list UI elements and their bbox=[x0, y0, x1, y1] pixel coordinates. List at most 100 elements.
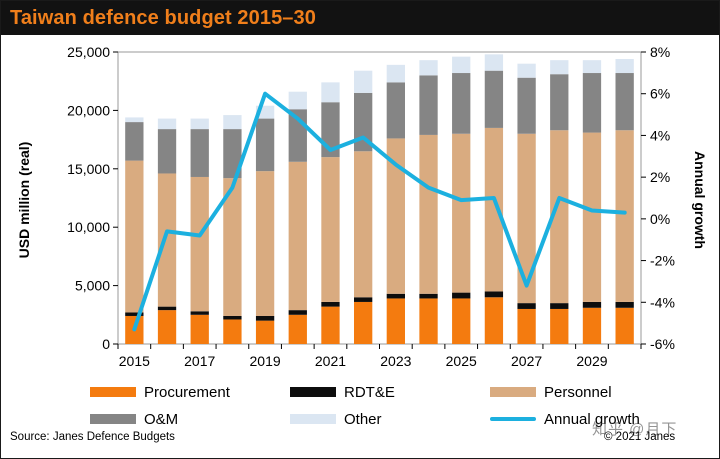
x-tick-label: 2025 bbox=[446, 353, 477, 369]
bar-other bbox=[223, 115, 242, 130]
source-note: Source: Janes Defence Budgets bbox=[10, 431, 175, 443]
legend-swatch-personnel bbox=[490, 387, 536, 397]
bar-o-m bbox=[223, 129, 242, 179]
chart-title: Taiwan defence budget 2015–30 bbox=[10, 7, 316, 29]
annual-growth-point bbox=[165, 229, 169, 233]
bar-rdt-e bbox=[615, 301, 634, 308]
bar-personnel bbox=[386, 138, 405, 294]
bar-procurement bbox=[255, 320, 275, 344]
bar-procurement bbox=[615, 307, 634, 344]
bar-rdt-e bbox=[157, 306, 177, 311]
bar-personnel bbox=[354, 151, 373, 298]
y-tick-label: 25,000 bbox=[67, 44, 110, 60]
bar-personnel bbox=[288, 161, 307, 311]
bar-other bbox=[386, 64, 405, 83]
bar-personnel bbox=[615, 130, 634, 302]
annual-growth-point bbox=[230, 186, 234, 190]
bar-personnel bbox=[484, 127, 504, 292]
bar-other bbox=[615, 59, 634, 74]
annual-growth-point bbox=[394, 163, 398, 167]
x-tick-label: 2029 bbox=[576, 353, 607, 369]
bar-other bbox=[452, 56, 471, 74]
legend-swatch-rdte bbox=[290, 387, 336, 397]
bar-procurement bbox=[321, 306, 340, 344]
bar-personnel bbox=[452, 133, 471, 293]
bar-o-m bbox=[582, 73, 602, 133]
bar-procurement bbox=[419, 298, 438, 344]
legend-label-rdte: RDT&E bbox=[344, 383, 395, 401]
bar-rdt-e bbox=[452, 292, 471, 299]
bar-other bbox=[419, 60, 438, 76]
bar-other bbox=[125, 117, 144, 123]
annual-growth-point bbox=[361, 136, 365, 140]
legend-swatch-procurement bbox=[90, 387, 136, 397]
legend-item-rdte: RDT&E bbox=[290, 382, 395, 402]
annual-growth-point bbox=[328, 148, 332, 152]
bar-o-m bbox=[452, 73, 471, 134]
legend-label-other: Other bbox=[344, 410, 382, 428]
bar-rdt-e bbox=[517, 303, 536, 309]
y2-tick-label: 0% bbox=[650, 211, 670, 227]
bar-o-m bbox=[484, 70, 504, 128]
x-tick-label: 2023 bbox=[380, 353, 411, 369]
bar-personnel bbox=[517, 133, 536, 304]
bar-rdt-e bbox=[125, 312, 144, 316]
bar-rdt-e bbox=[354, 297, 373, 302]
bar-other bbox=[321, 82, 340, 103]
legend-item-other: Other bbox=[290, 409, 382, 429]
bar-o-m bbox=[255, 118, 275, 172]
bar-personnel bbox=[223, 178, 242, 316]
bar-rdt-e bbox=[223, 315, 242, 320]
y2-tick-label: 8% bbox=[650, 44, 670, 60]
bar-procurement bbox=[190, 314, 209, 344]
annual-growth-point bbox=[557, 196, 561, 200]
copyright-note: © 2021 Janes bbox=[604, 431, 676, 443]
bar-procurement bbox=[354, 301, 373, 344]
bar-other bbox=[288, 91, 307, 110]
annual-growth-point bbox=[198, 234, 202, 238]
legend-item-procurement: Procurement bbox=[90, 382, 230, 402]
bar-rdt-e bbox=[582, 301, 602, 308]
annual-growth-point bbox=[132, 327, 136, 331]
y-tick-label: 15,000 bbox=[67, 161, 110, 177]
annual-growth-point bbox=[459, 198, 463, 202]
bar-procurement bbox=[223, 319, 242, 344]
y2-tick-label: 2% bbox=[650, 169, 670, 185]
legend-swatch-annual-growth bbox=[490, 417, 536, 421]
bar-procurement bbox=[517, 308, 536, 344]
bar-o-m bbox=[615, 73, 634, 131]
bar-personnel bbox=[582, 132, 602, 302]
bar-personnel bbox=[125, 160, 144, 313]
bar-o-m bbox=[354, 92, 373, 152]
legend-item-om: O&M bbox=[90, 409, 178, 429]
legend-item-annual-growth: Annual growth bbox=[490, 409, 640, 429]
title-bar: Taiwan defence budget 2015–30 bbox=[1, 1, 719, 35]
bar-other bbox=[550, 60, 569, 75]
x-tick-label: 2019 bbox=[250, 353, 281, 369]
bar-personnel bbox=[157, 173, 177, 307]
bar-o-m bbox=[125, 122, 144, 161]
legend-swatch-om bbox=[90, 414, 136, 424]
x-tick-label: 2027 bbox=[511, 353, 542, 369]
bar-personnel bbox=[255, 171, 275, 316]
y2-tick-label: -4% bbox=[650, 294, 675, 310]
y-tick-label: 0 bbox=[102, 336, 110, 352]
bar-rdt-e bbox=[190, 311, 209, 315]
bar-procurement bbox=[550, 308, 569, 344]
annual-growth-point bbox=[525, 284, 529, 288]
watermark: 知乎 @月下 bbox=[592, 421, 678, 438]
bar-procurement bbox=[582, 307, 602, 344]
bar-rdt-e bbox=[386, 293, 405, 299]
bar-procurement bbox=[452, 298, 471, 344]
bar-other bbox=[484, 54, 504, 71]
annual-growth-point bbox=[296, 117, 300, 121]
bar-other bbox=[517, 63, 536, 78]
bar-o-m bbox=[517, 77, 536, 134]
bar-procurement bbox=[386, 298, 405, 344]
bar-personnel bbox=[190, 176, 209, 312]
bar-other bbox=[582, 60, 602, 74]
y2-tick-label: -6% bbox=[650, 336, 675, 352]
y-tick-label: 10,000 bbox=[67, 219, 110, 235]
annual-growth-point bbox=[263, 92, 267, 96]
